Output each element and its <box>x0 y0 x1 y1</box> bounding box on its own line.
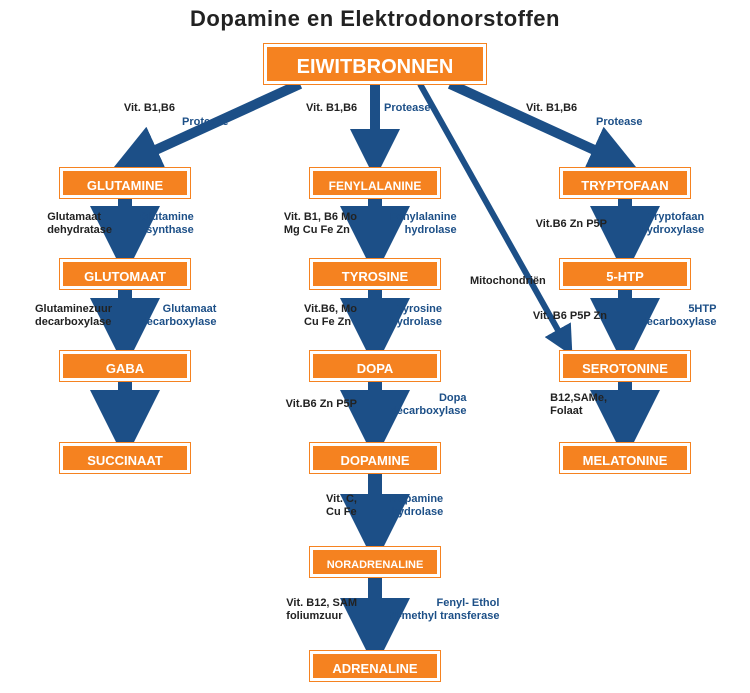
edge-label-9: Glutamaat decarboxylase <box>140 303 216 328</box>
edge-label-13: Tyrosine hydrolase <box>390 303 442 328</box>
node-glutamine: GLUTAMINE <box>60 168 190 198</box>
edge-label-5: Protease <box>596 116 642 129</box>
node-label: GLUTOMAAT <box>84 268 166 286</box>
edge-label-4: Vit. B1,B6 <box>526 102 577 115</box>
node-label: GABA <box>106 360 144 378</box>
node-label: ADRENALINE <box>332 660 417 678</box>
edge-label-15: Dopa decarboxylase <box>390 392 466 417</box>
node-label: 5-HTP <box>606 268 644 286</box>
edge-label-19: Fenyl- Ethol N-methyl transferase <box>390 597 499 622</box>
edge-label-21: Tryptofaan hydroxylase <box>640 211 704 236</box>
node-noradren: NORADRENALINE <box>310 547 440 577</box>
node-fenyl: FENYLALANINE <box>310 168 440 198</box>
edge-label-23: 5HTP decarboxylase <box>640 303 716 328</box>
node-label: GLUTAMINE <box>87 177 163 195</box>
node-serotonine: SEROTONINE <box>560 351 690 381</box>
node-glutomaat: GLUTOMAAT <box>60 259 190 289</box>
edge-label-3: Protease <box>384 102 430 115</box>
node-tyrosine: TYROSINE <box>310 259 440 289</box>
node-label: TRYPTOFAAN <box>581 177 668 195</box>
edge-label-16: Vit. C, Cu Fe <box>326 493 357 518</box>
edge-label-2: Vit. B1,B6 <box>306 102 357 115</box>
node-tryptofaan: TRYPTOFAAN <box>560 168 690 198</box>
node-adrenaline: ADRENALINE <box>310 651 440 681</box>
node-label: DOPAMINE <box>340 452 409 470</box>
edge-label-0: Vit. B1,B6 <box>124 102 175 115</box>
edge-label-24: B12,SAMe, Folaat <box>550 392 607 417</box>
edge-label-18: Vit. B12, SAM foliumzuur <box>286 597 357 622</box>
node-succinaat: SUCCINAAT <box>60 443 190 473</box>
edge-label-14: Vit.B6 Zn P5P <box>286 398 357 411</box>
node-label: FENYLALANINE <box>329 177 422 195</box>
node-label: SEROTONINE <box>582 360 668 378</box>
edge-label-8: Glutaminezuur decarboxylase <box>35 303 112 328</box>
arrows-layer <box>0 0 750 693</box>
edge-label-7: Glutamine synthase <box>140 211 194 236</box>
node-label: MELATONINE <box>583 452 668 470</box>
root-node-label: EIWITBRONNEN <box>297 53 454 81</box>
edge-label-12: Vit.B6, Mo Cu Fe Zn <box>304 303 357 328</box>
node-5htp: 5-HTP <box>560 259 690 289</box>
edge-label-20: Vit.B6 Zn P5P <box>536 218 607 231</box>
node-label: DOPA <box>357 360 394 378</box>
node-label: TYROSINE <box>342 268 408 286</box>
edge-label-17: Dopamine hydrolase <box>390 493 443 518</box>
edge-label-11: Fenylalanine hydrolase <box>390 211 457 236</box>
edge-label-6: Glutamaat dehydratase <box>47 211 112 236</box>
node-melatonine: MELATONINE <box>560 443 690 473</box>
root-node: EIWITBRONNEN <box>264 44 486 84</box>
node-gaba: GABA <box>60 351 190 381</box>
node-dopamine: DOPAMINE <box>310 443 440 473</box>
edge-label-1: Protease <box>182 116 228 129</box>
node-dopa: DOPA <box>310 351 440 381</box>
edge-label-10: Vit. B1, B6 Mo Mg Cu Fe Zn <box>284 211 357 236</box>
diagram-title: Dopamine en Elektrodonorstoffen <box>0 6 750 32</box>
edge-label-22: Vit. B6 P5P Zn <box>533 310 607 323</box>
node-label: NORADRENALINE <box>327 556 424 574</box>
edge-label-25: Mitochondriën <box>470 275 546 288</box>
node-label: SUCCINAAT <box>87 452 163 470</box>
